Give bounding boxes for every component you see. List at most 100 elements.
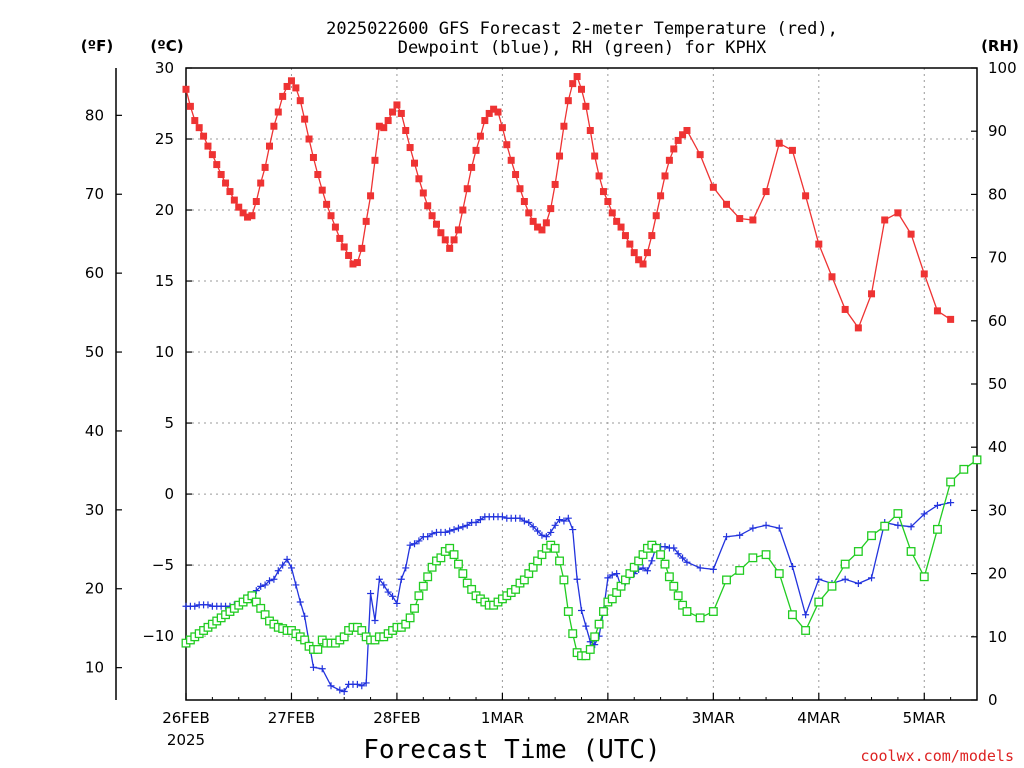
x-tick-label: 5MAR <box>903 709 946 727</box>
temperature-marker <box>353 259 361 267</box>
rh-marker <box>669 581 679 591</box>
chart-title-line1: 2025022600 GFS Forecast 2-meter Temperat… <box>326 19 838 39</box>
rh-marker <box>559 575 569 585</box>
dewpoint-marker <box>406 541 414 549</box>
celsius-tick-label: 20 <box>155 201 174 219</box>
dewpoint-marker <box>340 687 348 695</box>
temperature-marker <box>736 215 744 223</box>
dewpoint-marker <box>679 554 687 562</box>
temperature-marker <box>296 97 304 105</box>
dewpoint-marker <box>683 558 691 566</box>
rh-marker <box>599 607 608 616</box>
dewpoint-marker <box>723 533 731 541</box>
celsius-tick-label: 25 <box>155 130 174 148</box>
fahrenheit-tick-label: 50 <box>85 343 104 361</box>
series-layer <box>181 73 982 695</box>
temperature-marker <box>933 307 941 315</box>
temperature-marker <box>305 135 313 143</box>
rh-marker <box>682 607 692 616</box>
dewpoint-marker <box>402 564 410 572</box>
rh-tick-label: 80 <box>988 185 1007 203</box>
dewpoint-marker <box>868 574 876 582</box>
temperature-marker <box>287 77 295 85</box>
temperature-marker <box>723 200 731 208</box>
temperature-marker <box>599 188 607 196</box>
celsius-tick-label: −5 <box>152 556 174 574</box>
temperature-marker <box>309 153 317 161</box>
dewpoint-marker <box>534 527 542 535</box>
fahrenheit-axis-ticks: 80 70 60 50 40 30 20 10 <box>85 106 122 677</box>
temperature-marker <box>454 226 462 234</box>
temperature-marker <box>472 146 480 154</box>
rh-marker <box>454 559 463 569</box>
temperature-marker <box>375 122 383 130</box>
rh-tick-label: 20 <box>988 565 1007 583</box>
temperature-marker <box>670 145 678 153</box>
dewpoint-line <box>186 501 951 693</box>
rh-marker <box>673 591 683 601</box>
dewpoint-marker <box>411 540 419 548</box>
celsius-axis-ticks: 30 25 20 15 10 5 0 −5 −10 <box>142 59 192 645</box>
dewpoint-marker <box>358 682 366 690</box>
dewpoint-marker <box>709 565 717 573</box>
temperature-marker <box>459 206 467 214</box>
rh-marker <box>801 626 811 635</box>
temperature-marker <box>336 234 344 242</box>
rh-marker <box>946 477 956 487</box>
temperature-marker <box>441 236 449 244</box>
temperature-marker <box>868 290 876 298</box>
dewpoint-marker <box>582 622 590 630</box>
temperature-marker <box>437 229 445 237</box>
rh-marker <box>550 543 560 553</box>
temperature-marker <box>191 117 199 125</box>
x-year-label: 2025 <box>167 731 205 749</box>
temperature-marker <box>248 212 256 220</box>
temperature-marker <box>415 175 423 183</box>
rh-line <box>185 459 978 657</box>
temperature-marker <box>389 108 397 116</box>
temperature-marker <box>200 132 208 140</box>
dewpoint-marker <box>736 531 744 539</box>
x-tick-label: 3MAR <box>692 709 735 727</box>
rh-tick-label: 10 <box>988 628 1007 646</box>
celsius-tick-label: 0 <box>164 485 174 503</box>
dewpoint-marker <box>516 514 524 522</box>
celsius-unit-label: (ºC) <box>150 37 183 55</box>
temperature-marker <box>683 126 691 134</box>
dewpoint-marker <box>472 518 480 526</box>
credit-text: coolwx.com/models <box>860 747 1014 765</box>
temperature-marker <box>270 122 278 130</box>
temperature-marker <box>213 161 221 169</box>
x-tick-label: 28FEB <box>373 709 420 727</box>
temperature-marker <box>349 260 357 268</box>
rh-tick-label: 40 <box>988 438 1007 456</box>
temperature-marker <box>186 102 194 110</box>
temperature-marker <box>235 203 243 211</box>
dewpoint-marker <box>257 582 265 590</box>
dewpoint-marker <box>569 526 577 534</box>
temperature-marker <box>265 142 273 150</box>
temperature-marker <box>529 217 537 225</box>
celsius-tick-label: 5 <box>164 414 174 432</box>
dewpoint-marker <box>446 527 454 535</box>
dewpoint-marker <box>389 592 397 600</box>
dewpoint-marker <box>454 524 462 532</box>
dewpoint-marker <box>301 612 309 620</box>
rh-marker <box>972 455 982 465</box>
rh-marker <box>748 553 758 563</box>
temperature-marker <box>481 117 489 125</box>
dewpoint-marker <box>643 567 651 575</box>
temperature-marker <box>665 156 673 164</box>
temperature-marker <box>617 223 625 231</box>
temperature-marker <box>217 171 225 179</box>
rh-marker <box>418 581 428 591</box>
rh-marker <box>840 559 850 569</box>
rh-tick-label: 0 <box>988 691 998 709</box>
temperature-marker <box>380 124 388 132</box>
temperature-marker <box>222 179 230 187</box>
temperature-marker <box>525 209 533 217</box>
temperature-marker <box>507 156 515 164</box>
dewpoint-marker <box>560 517 568 525</box>
temperature-marker <box>639 260 647 268</box>
